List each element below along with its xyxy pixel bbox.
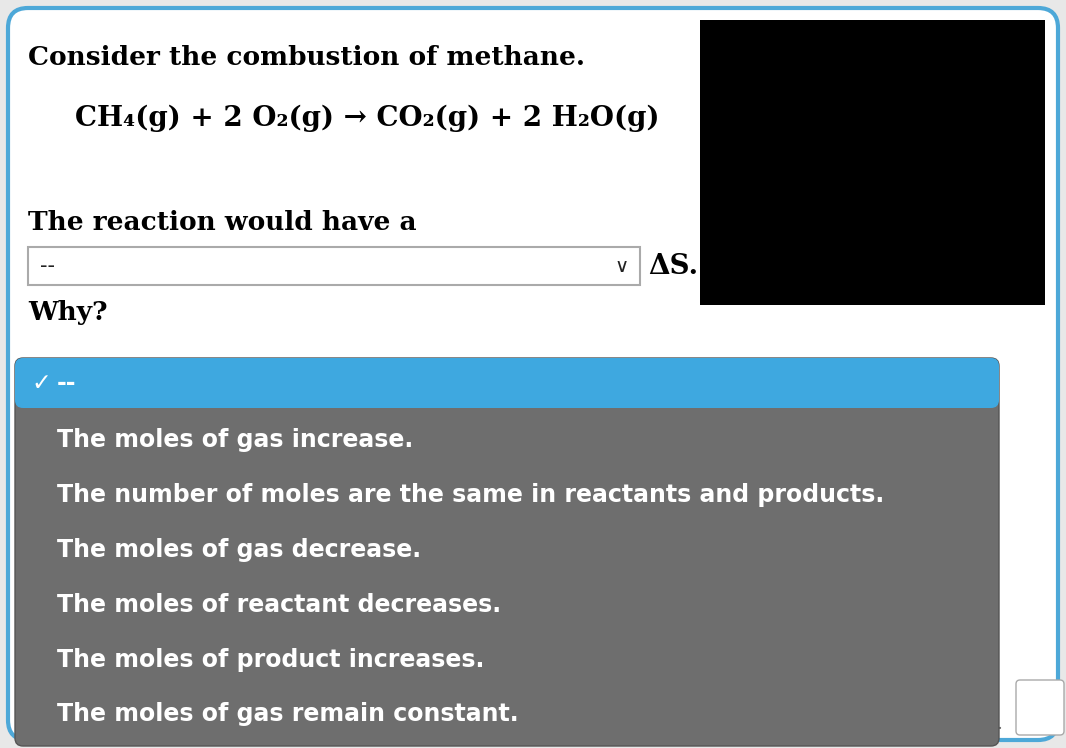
Text: CH₄(g) + 2 O₂(g) → CO₂(g) + 2 H₂O(g): CH₄(g) + 2 O₂(g) → CO₂(g) + 2 H₂O(g) bbox=[75, 105, 660, 132]
Text: --: -- bbox=[41, 256, 55, 276]
Text: Why?: Why? bbox=[28, 300, 108, 325]
FancyBboxPatch shape bbox=[28, 247, 640, 285]
Text: ✓: ✓ bbox=[31, 371, 51, 395]
Text: ∨: ∨ bbox=[615, 257, 629, 275]
Text: The number of moles are the same in reactants and products.: The number of moles are the same in reac… bbox=[56, 482, 885, 506]
Text: --: -- bbox=[56, 371, 77, 395]
FancyBboxPatch shape bbox=[15, 358, 999, 746]
FancyBboxPatch shape bbox=[15, 358, 999, 408]
FancyBboxPatch shape bbox=[1016, 680, 1064, 735]
Text: Consider the combustion of methane.: Consider the combustion of methane. bbox=[28, 45, 585, 70]
Text: The moles of gas increase.: The moles of gas increase. bbox=[56, 428, 414, 452]
Text: The moles of reactant decreases.: The moles of reactant decreases. bbox=[56, 592, 501, 616]
Text: Calculate the  Δ S°    for the following process: Calculate the Δ S° for the following pro… bbox=[28, 715, 494, 733]
Text: The reaction would have a: The reaction would have a bbox=[28, 210, 417, 235]
Text: Type numbers in the boxes.: Type numbers in the boxes. bbox=[750, 715, 1003, 733]
Text: ΔS.: ΔS. bbox=[648, 253, 698, 280]
Text: The moles of gas decrease.: The moles of gas decrease. bbox=[56, 538, 421, 562]
Bar bbox=[700, 20, 1045, 305]
Text: The moles of gas remain constant.: The moles of gas remain constant. bbox=[56, 702, 519, 726]
FancyBboxPatch shape bbox=[9, 8, 1057, 740]
Text: The moles of product increases.: The moles of product increases. bbox=[56, 648, 484, 672]
